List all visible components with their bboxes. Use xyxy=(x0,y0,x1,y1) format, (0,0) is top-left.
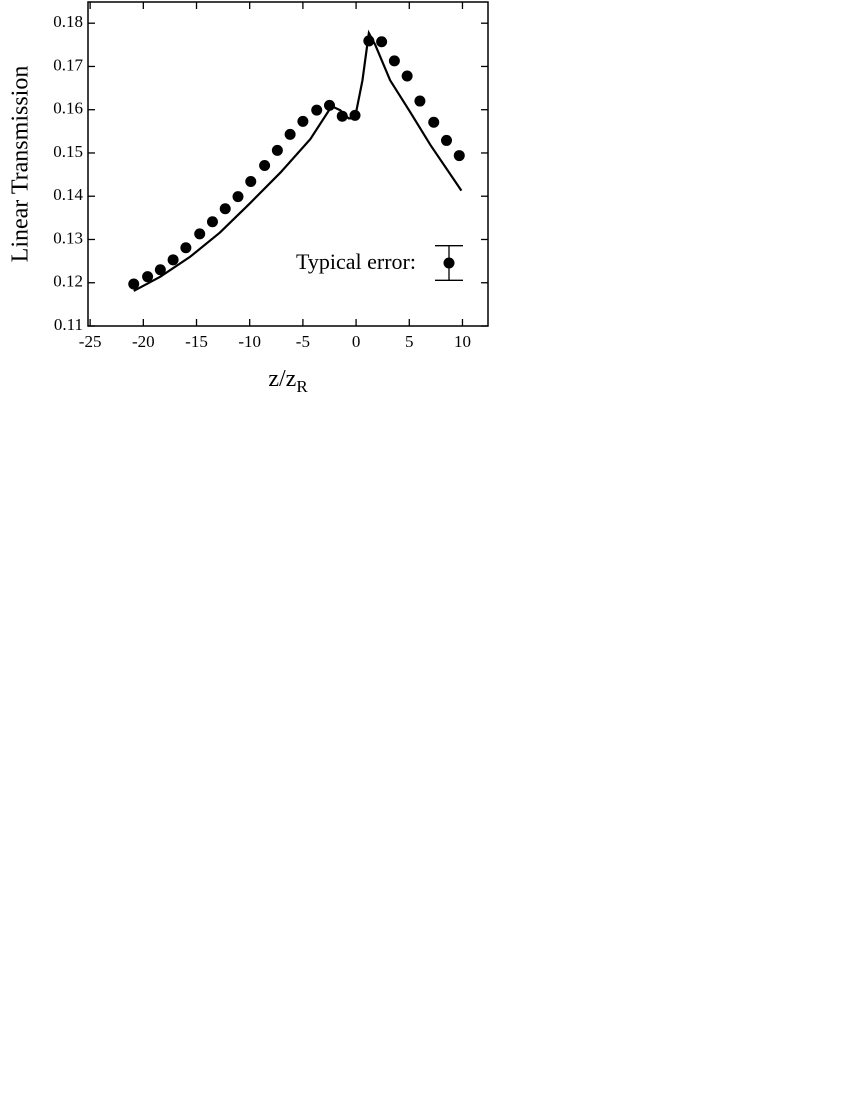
data-point xyxy=(376,36,388,48)
data-point xyxy=(271,144,283,156)
y-tick-label: 0.13 xyxy=(53,228,83,247)
theory-line xyxy=(133,29,463,292)
data-point xyxy=(388,55,400,67)
data-point xyxy=(259,160,271,172)
y-tick-label: 0.18 xyxy=(53,12,83,31)
data-point xyxy=(232,191,244,203)
data-point xyxy=(414,95,426,107)
x-axis-label: z/zR xyxy=(268,366,308,396)
data-point xyxy=(180,242,192,254)
error-sample-point xyxy=(443,257,455,269)
y-tick-label: 0.17 xyxy=(53,55,83,74)
x-tick-label: -25 xyxy=(79,332,102,351)
x-tick-label: -20 xyxy=(132,332,155,351)
data-point xyxy=(219,203,231,215)
x-tick-label: 10 xyxy=(454,332,471,351)
y-tick-label: 0.11 xyxy=(54,315,83,334)
plot-frame xyxy=(87,1,489,327)
x-tick-label: 0 xyxy=(352,332,361,351)
data-point xyxy=(441,134,453,146)
y-tick-label: 0.14 xyxy=(53,185,83,204)
data-point xyxy=(245,176,257,188)
data-point xyxy=(142,271,154,283)
data-point xyxy=(128,278,140,290)
x-tick-label: -10 xyxy=(238,332,261,351)
y-axis-label: Linear Transmission xyxy=(8,66,34,263)
data-point xyxy=(284,128,296,140)
typical-error-label: Typical error: xyxy=(296,249,416,274)
data-point xyxy=(428,116,440,128)
x-tick-label: -15 xyxy=(185,332,208,351)
data-point xyxy=(206,216,218,228)
x-tick-label: -5 xyxy=(296,332,310,351)
data-point xyxy=(401,70,413,82)
x-axis-label-main: z/z xyxy=(268,366,296,392)
y-tick-label: 0.12 xyxy=(53,272,83,291)
data-point xyxy=(297,115,309,127)
data-point xyxy=(311,104,323,116)
x-axis-label-sub: R xyxy=(296,377,308,396)
y-tick-label: 0.15 xyxy=(53,142,83,161)
y-tick-label: 0.16 xyxy=(53,99,83,118)
data-point xyxy=(154,264,166,276)
data-point xyxy=(167,254,179,266)
data-point xyxy=(323,99,335,111)
data-point xyxy=(194,228,206,240)
x-tick-label: 5 xyxy=(405,332,414,351)
data-point xyxy=(453,150,465,162)
